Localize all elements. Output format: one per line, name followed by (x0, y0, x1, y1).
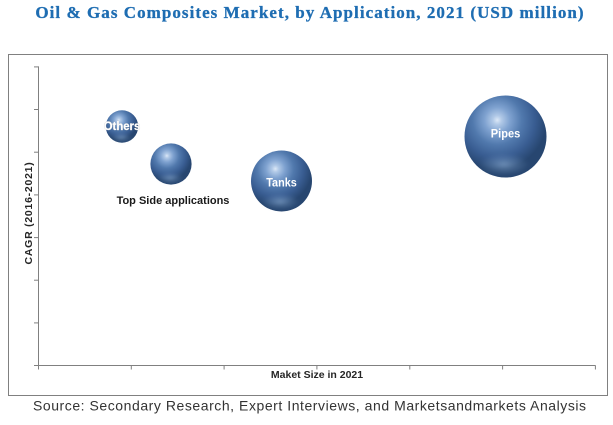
svg-text:Maket Size in 2021: Maket Size in 2021 (271, 369, 363, 381)
svg-text:Others: Others (104, 119, 141, 133)
svg-text:Pipes: Pipes (491, 127, 521, 141)
svg-text:Tanks: Tanks (266, 176, 297, 190)
svg-text:Oil & Gas Composites Market, b: Oil & Gas Composites Market, by Applicat… (35, 3, 584, 22)
svg-text:CAGR (2016-2021): CAGR (2016-2021) (23, 161, 35, 264)
svg-text:Top Side applications: Top Side applications (117, 195, 230, 207)
svg-text:Source: Secondary Research, E: Source: Secondary Research, Expert Inter… (33, 398, 587, 414)
